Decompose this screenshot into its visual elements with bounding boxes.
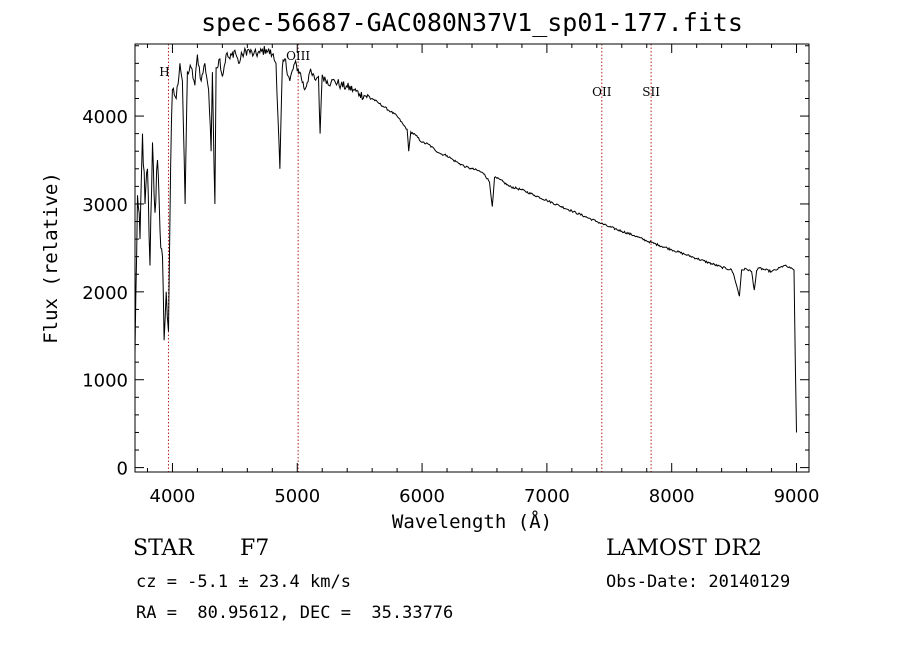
x-tick-label-8000: 8000: [649, 486, 695, 507]
y-tick-label-2000: 2000: [82, 283, 128, 304]
y-tick-label-4000: 4000: [82, 107, 128, 128]
x-tick-label-5000: 5000: [274, 486, 320, 507]
survey-label: LAMOST DR2: [606, 536, 762, 561]
emission-line-markers: H OIII OII SII: [159, 44, 660, 472]
marker-label-oii: OII: [592, 85, 612, 99]
x-tick-label-6000: 6000: [399, 486, 445, 507]
spectrum-line-0: [134, 46, 797, 433]
coordinates-readout: RA = 80.95612, DEC = 35.33776: [136, 603, 454, 623]
y-axis-ticks: 0 1000 2000 3000 4000: [82, 45, 809, 480]
x-axis-label: Wavelength (Å): [392, 510, 552, 533]
marker-label-h: H: [159, 65, 169, 79]
marker-label-oiii: OIII: [286, 49, 310, 63]
spectrum-chart: spec-56687-GAC080N37V1_sp01-177.fits H OI…: [40, 8, 820, 533]
spectrum-series: [134, 46, 797, 433]
object-class-label: STAR: [133, 536, 194, 561]
chart-title: spec-56687-GAC080N37V1_sp01-177.fits: [201, 8, 743, 37]
y-axis-label: Flux (relative): [40, 172, 62, 344]
x-tick-label-7000: 7000: [524, 486, 570, 507]
x-tick-label-4000: 4000: [150, 486, 196, 507]
plot-frame: [134, 43, 810, 473]
marker-label-sii: SII: [642, 85, 660, 99]
subclass-label: F7: [240, 536, 270, 561]
obs-date-readout: Obs-Date: 20140129: [606, 572, 791, 592]
y-tick-label-3000: 3000: [82, 195, 128, 216]
redshift-readout: cz = -5.1 ± 23.4 km/s: [136, 572, 351, 592]
x-axis-ticks: 4000 5000 6000 7000 8000 9000: [146, 44, 820, 507]
y-tick-label-1000: 1000: [82, 371, 128, 392]
x-tick-label-9000: 9000: [774, 486, 820, 507]
y-tick-label-0: 0: [117, 459, 128, 480]
